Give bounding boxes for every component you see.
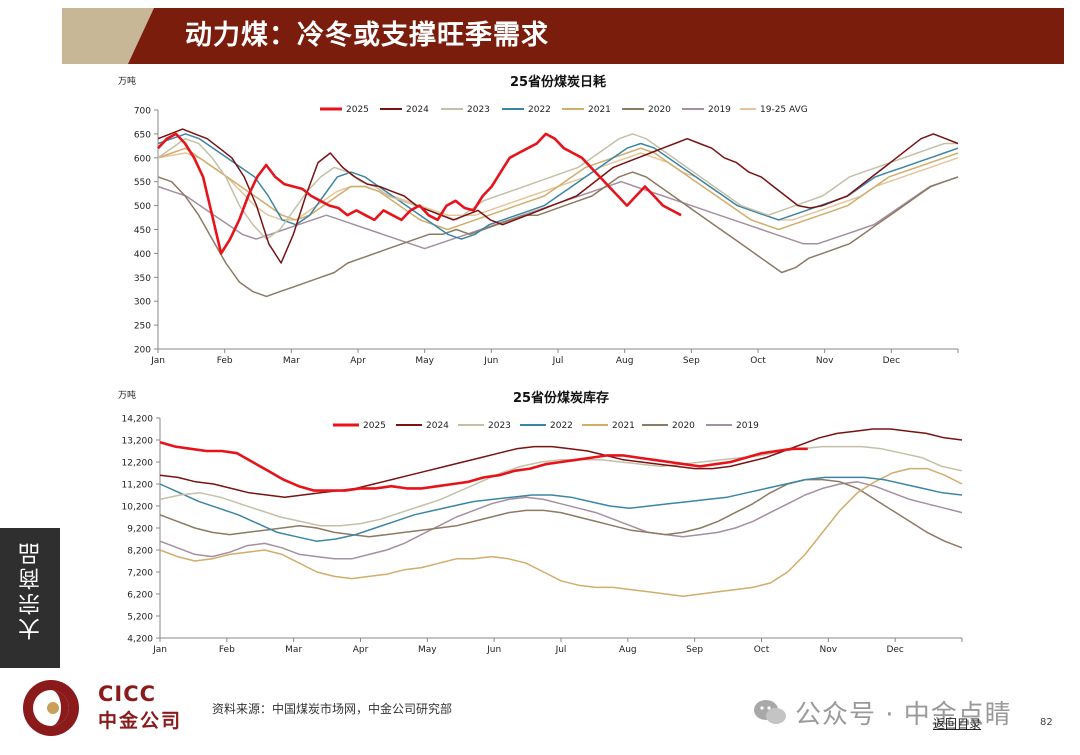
x-tick-label: Sep (686, 645, 703, 655)
x-tick-label: Jun (483, 356, 498, 366)
x-tick-label: Apr (350, 356, 366, 366)
y-tick-label: 10,200 (122, 503, 154, 513)
y-unit-label: 万吨 (118, 389, 136, 401)
y-tick-label: 700 (134, 107, 151, 117)
logo-text-en: CICC (98, 682, 157, 706)
x-tick-label: Jun (486, 645, 501, 655)
watermark: 公众号 · 中金点睛 (795, 700, 1012, 730)
y-tick-label: 13,200 (122, 437, 154, 447)
series-line-2024 (159, 428, 963, 498)
x-tick-label: Nov (820, 645, 838, 655)
series-line-2024 (157, 128, 959, 264)
x-tick-label: Mar (285, 645, 302, 655)
legend-label: 2021 (612, 421, 635, 431)
series-line-2025 (157, 132, 682, 255)
y-tick-label: 7,200 (127, 569, 153, 579)
x-tick-label: Aug (616, 356, 634, 366)
source-note: 资料来源：中国煤炭市场网，中金公司研究部 (212, 702, 453, 716)
legend-label: 2023 (467, 105, 490, 115)
y-tick-label: 8,200 (127, 547, 153, 557)
y-tick-label: 650 (134, 130, 151, 140)
logo-text-cn: 中金公司 (98, 710, 183, 732)
y-tick-label: 300 (134, 298, 151, 308)
series-line-2023 (159, 445, 963, 527)
y-tick-label: 600 (134, 154, 151, 164)
legend-label: 2025 (346, 105, 369, 115)
x-tick-label: Aug (619, 645, 637, 655)
y-tick-label: 400 (134, 250, 151, 260)
series-line-2020 (157, 171, 959, 298)
wechat-icon (754, 700, 786, 724)
legend-label: 2022 (528, 105, 551, 115)
y-tick-label: 450 (134, 226, 151, 236)
y-tick-label: 550 (134, 178, 151, 188)
x-tick-label: May (415, 356, 434, 366)
y-unit-label: 万吨 (118, 75, 136, 87)
y-tick-label: 250 (134, 322, 151, 332)
y-tick-label: 4,200 (127, 635, 153, 645)
banner-main-shape (128, 8, 1064, 64)
x-tick-label: Jul (555, 645, 567, 655)
legend-label: 2021 (588, 105, 611, 115)
x-tick-label: Sep (683, 356, 700, 366)
side-tab (0, 528, 60, 668)
legend-label: 19-25 AVG (760, 105, 808, 115)
x-tick-label: Oct (754, 645, 770, 655)
x-tick-label: Dec (883, 356, 900, 366)
series-line-2021 (159, 467, 963, 597)
y-tick-label: 500 (134, 202, 151, 212)
x-tick-label: Oct (750, 356, 766, 366)
y-tick-label: 12,200 (122, 459, 154, 469)
series-line-2021 (157, 147, 959, 231)
series-line-2019 (159, 481, 963, 560)
x-tick-label: Jul (552, 356, 564, 366)
y-tick-label: 14,200 (122, 415, 154, 425)
back-to-contents-link[interactable]: 返回目录 (933, 717, 982, 731)
y-tick-label: 6,200 (127, 591, 153, 601)
inventory-chart: 14,200 13,200 12,200 11,200 10,200 9,200 8,200… (118, 389, 963, 655)
series-line-2022 (159, 476, 963, 542)
legend-label: 2019 (736, 421, 759, 431)
legend-label: 2022 (550, 421, 573, 431)
x-tick-label: Dec (886, 645, 903, 655)
x-tick-label: May (418, 645, 437, 655)
legend-label: 2024 (426, 421, 449, 431)
x-tick-label: Feb (219, 645, 235, 655)
chart-title: 25省份煤炭库存 (513, 390, 609, 406)
y-tick-label: 11,200 (122, 481, 154, 491)
x-tick-label: Jan (150, 356, 165, 366)
legend-label: 2019 (708, 105, 731, 115)
series-line-2025 (159, 440, 808, 492)
y-tick-label: 350 (134, 274, 151, 284)
page-title: 动力煤：冷冬或支撑旺季需求 (185, 20, 549, 51)
page-number: 82 (1040, 717, 1053, 728)
x-tick-label: Feb (217, 356, 233, 366)
y-tick-label: 200 (134, 346, 151, 356)
chart-title: 25省份煤炭日耗 (510, 74, 606, 90)
x-tick-label: Apr (353, 645, 369, 655)
legend-label: 2024 (406, 105, 429, 115)
legend-label: 2020 (672, 421, 695, 431)
legend-label: 2025 (363, 421, 386, 431)
x-tick-label: Mar (283, 356, 300, 366)
header-banner (62, 8, 1064, 64)
legend-label: 2023 (488, 421, 511, 431)
x-tick-label: Nov (816, 356, 834, 366)
y-tick-label: 9,200 (127, 525, 153, 535)
series-line-2023 (157, 133, 958, 240)
x-tick-label: Jan (152, 645, 167, 655)
y-tick-label: 5,200 (127, 613, 153, 623)
cicc-logo-icon (23, 680, 79, 736)
series-line-2020 (159, 478, 963, 549)
legend-label: 2020 (648, 105, 671, 115)
